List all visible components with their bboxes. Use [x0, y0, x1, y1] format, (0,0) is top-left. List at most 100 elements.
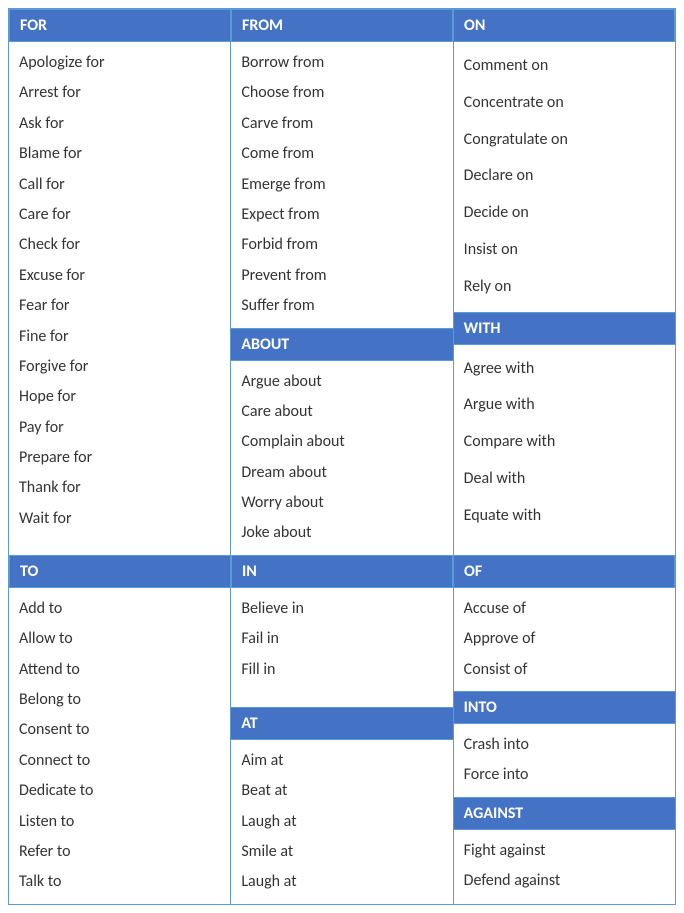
list-of: Accuse of Approve of Consist of: [454, 588, 675, 691]
item: Prepare for: [19, 443, 220, 473]
item: Insist on: [464, 232, 665, 269]
item: Declare on: [464, 158, 665, 195]
item: Refer to: [19, 837, 220, 867]
item: Add to: [19, 594, 220, 624]
item: Crash into: [464, 730, 665, 760]
item: Apologize for: [19, 48, 220, 78]
item: Concentrate on: [464, 85, 665, 122]
col-for: Apologize for Arrest for Ask for Blame f…: [9, 42, 231, 555]
item: Argue with: [464, 387, 665, 424]
item: Attend to: [19, 655, 220, 685]
preposition-table: FOR FROM ON Apologize for Arrest for Ask…: [8, 8, 676, 905]
col-to: Add to Allow to Attend to Belong to Cons…: [9, 588, 231, 904]
item: Laugh at: [241, 867, 442, 897]
list-from: Borrow from Choose from Carve from Come …: [231, 42, 452, 328]
item: Congratulate on: [464, 122, 665, 159]
item: Excuse for: [19, 261, 220, 291]
item: Thank for: [19, 473, 220, 503]
item: Smile at: [241, 837, 442, 867]
item: Connect to: [19, 746, 220, 776]
header-row-1: FOR FROM ON: [9, 9, 675, 42]
item: Listen to: [19, 807, 220, 837]
item: Fail in: [241, 624, 442, 654]
item: Deal with: [464, 461, 665, 498]
item: Care for: [19, 200, 220, 230]
item: Worry about: [241, 488, 442, 518]
item: Comment on: [464, 48, 665, 85]
item: Fear for: [19, 291, 220, 321]
item: Care about: [241, 397, 442, 427]
header-on: ON: [453, 9, 675, 42]
item: Suffer from: [241, 291, 442, 321]
list-about: Argue about Care about Complain about Dr…: [231, 360, 452, 555]
item: Choose from: [241, 78, 442, 108]
item: Force into: [464, 760, 665, 790]
list-with: Agree with Argue with Compare with Deal …: [454, 344, 675, 555]
item: Come from: [241, 139, 442, 169]
item: Fine for: [19, 322, 220, 352]
list-into: Crash into Force into: [454, 723, 675, 797]
item: Blame for: [19, 139, 220, 169]
item: Consist of: [464, 655, 665, 685]
item: Laugh at: [241, 807, 442, 837]
header-against: AGAINST: [454, 797, 675, 829]
item: Pay for: [19, 413, 220, 443]
item: Talk to: [19, 867, 220, 897]
item: Beat at: [241, 776, 442, 806]
item: Rely on: [464, 269, 665, 306]
header-for: FOR: [9, 9, 231, 42]
item: Joke about: [241, 518, 442, 548]
item: Arrest for: [19, 78, 220, 108]
list-against: Fight against Defend against: [454, 829, 675, 904]
item: Decide on: [464, 195, 665, 232]
item: Wait for: [19, 504, 220, 534]
item: Complain about: [241, 427, 442, 457]
item: Belong to: [19, 685, 220, 715]
item: Compare with: [464, 424, 665, 461]
header-about: ABOUT: [231, 328, 452, 360]
item: Allow to: [19, 624, 220, 654]
item: Argue about: [241, 367, 442, 397]
item: Approve of: [464, 624, 665, 654]
list-to: Add to Allow to Attend to Belong to Cons…: [9, 588, 230, 904]
item: Check for: [19, 230, 220, 260]
item: Forbid from: [241, 230, 442, 260]
header-from: FROM: [231, 9, 453, 42]
item: Borrow from: [241, 48, 442, 78]
item: Equate with: [464, 498, 665, 535]
list-for: Apologize for Arrest for Ask for Blame f…: [9, 42, 230, 555]
content-row-2: Add to Allow to Attend to Belong to Cons…: [9, 588, 675, 904]
col-on-with: Comment on Concentrate on Congratulate o…: [454, 42, 675, 555]
col-in-at: Believe in Fail in Fill in AT Aim at Bea…: [231, 588, 453, 904]
item: Emerge from: [241, 170, 442, 200]
header-with: WITH: [454, 312, 675, 344]
header-in: IN: [231, 555, 453, 588]
header-to: TO: [9, 555, 231, 588]
list-in: Believe in Fail in Fill in: [231, 588, 452, 707]
header-of: OF: [453, 555, 675, 588]
item: Accuse of: [464, 594, 665, 624]
item: Ask for: [19, 109, 220, 139]
col-from-about: Borrow from Choose from Carve from Come …: [231, 42, 453, 555]
list-on: Comment on Concentrate on Congratulate o…: [454, 42, 675, 312]
item: Prevent from: [241, 261, 442, 291]
content-row-1: Apologize for Arrest for Ask for Blame f…: [9, 42, 675, 555]
item: Fight against: [464, 836, 665, 866]
item: Consent to: [19, 715, 220, 745]
header-into: INTO: [454, 691, 675, 723]
item: Carve from: [241, 109, 442, 139]
item: Dream about: [241, 458, 442, 488]
header-at: AT: [231, 707, 452, 739]
item: Fill in: [241, 655, 442, 685]
item: Believe in: [241, 594, 442, 624]
item: Dedicate to: [19, 776, 220, 806]
list-at: Aim at Beat at Laugh at Smile at Laugh a…: [231, 739, 452, 904]
item: Hope for: [19, 382, 220, 412]
item: Defend against: [464, 866, 665, 896]
item: Call for: [19, 170, 220, 200]
item: Expect from: [241, 200, 442, 230]
item: Forgive for: [19, 352, 220, 382]
item: Aim at: [241, 746, 442, 776]
header-row-2: TO IN OF: [9, 555, 675, 588]
item: Agree with: [464, 351, 665, 388]
